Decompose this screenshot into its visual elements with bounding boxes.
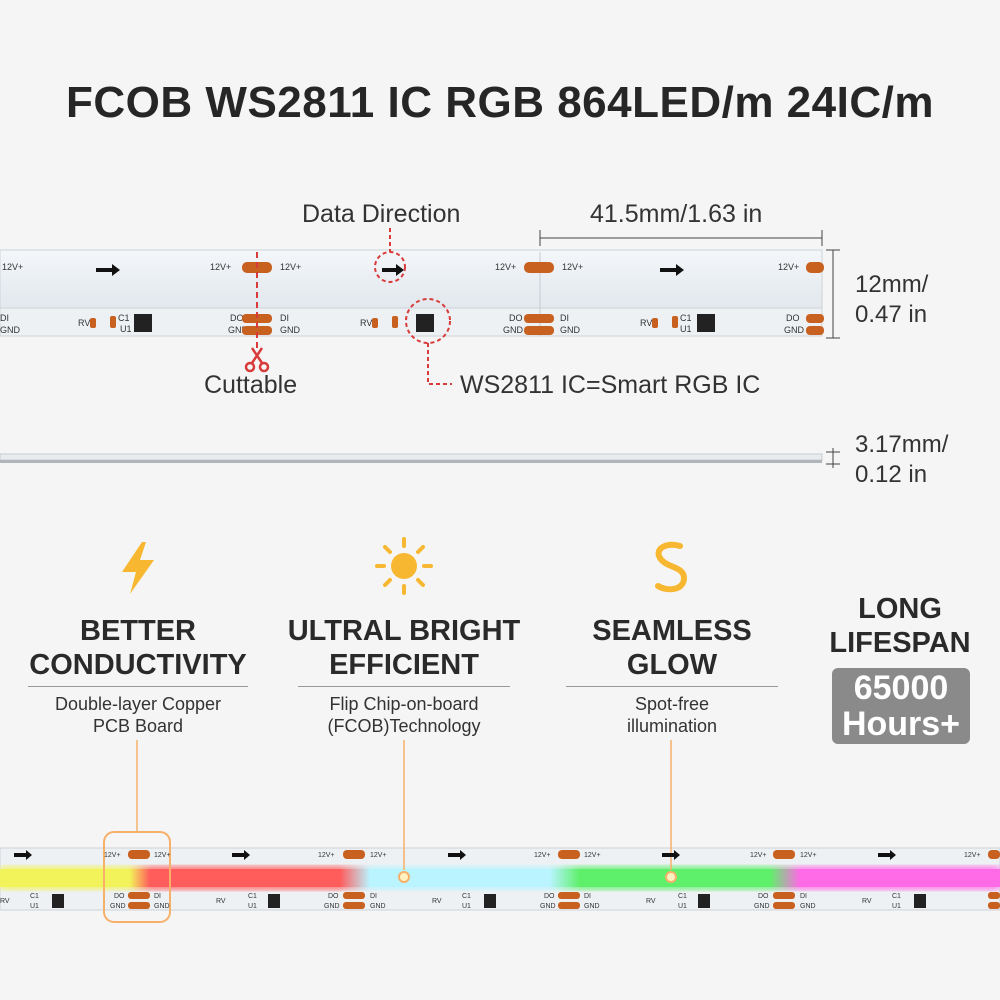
width-label: 12mm/ 0.47 in bbox=[855, 271, 929, 328]
strip-mark-c1: C1 bbox=[892, 893, 901, 900]
strip-mark-do: DO bbox=[786, 313, 800, 323]
thickness-label: 3.17mm/ 0.12 in bbox=[855, 431, 949, 488]
strip-mark-u1: U1 bbox=[892, 903, 901, 910]
strip-mark-rv: RV bbox=[216, 898, 226, 905]
data-direction-label: Data Direction bbox=[302, 200, 461, 228]
strip-mark-di: DI bbox=[154, 893, 161, 900]
wave-icon bbox=[655, 541, 688, 593]
strip-mark-do: DO bbox=[114, 893, 125, 900]
strip-mark-c1: C1 bbox=[118, 313, 130, 323]
strip-mark-v12: 12V+ bbox=[154, 852, 171, 859]
feature-brightness: ULTRAL BRIGHT EFFICIENT Flip Chip-on-boa… bbox=[287, 615, 521, 736]
strip-mark-u1: U1 bbox=[680, 324, 692, 334]
strip-side-profile bbox=[0, 453, 823, 461]
ic-marker bbox=[405, 298, 451, 344]
strip-mark-c1: C1 bbox=[462, 893, 471, 900]
strip-mark-gnd: GND bbox=[800, 903, 816, 910]
strip-mark-u1: U1 bbox=[678, 903, 687, 910]
strip-mark-di: DI bbox=[560, 313, 569, 323]
strip-mark-u1: U1 bbox=[120, 324, 132, 334]
strip-mark-u1: U1 bbox=[248, 903, 257, 910]
strip-mark-do: DO bbox=[758, 893, 769, 900]
strip-mark-u1: U1 bbox=[30, 903, 39, 910]
strip-mark-gnd: GND bbox=[540, 903, 556, 910]
strip-mark-v12: 12V+ bbox=[2, 262, 23, 272]
strip-mark-di: DI bbox=[584, 893, 591, 900]
arrow-icon bbox=[14, 850, 896, 860]
strip-mark-gnd: GND bbox=[560, 325, 581, 335]
feature-conductivity: BETTER CONDUCTIVITY Double-layer Copper … bbox=[28, 615, 248, 736]
strip-mark-c1: C1 bbox=[248, 893, 257, 900]
strip-mark-c1: C1 bbox=[30, 893, 39, 900]
glowing-strip: 12V+ 12V+ 12V+ 12V+ 12V+ 12V+ 12V+ 12V+ 12V+… bbox=[0, 740, 1000, 923]
feature-glow: SEAMLESS GLOW Spot-free illumination bbox=[556, 614, 788, 737]
sun-icon bbox=[375, 537, 433, 595]
strip-mark-gnd: GND bbox=[0, 325, 21, 335]
strip-mark-gnd: GND bbox=[784, 325, 805, 335]
strip-mark-gnd: GND bbox=[228, 325, 249, 335]
feature-lifespan: LONG LIFESPAN bbox=[829, 593, 971, 659]
strip-mark-rv: RV bbox=[432, 898, 442, 905]
strip-mark-v12: 12V+ bbox=[318, 852, 335, 859]
strip-mark-c1: C1 bbox=[680, 313, 692, 323]
strip-mark-v12: 12V+ bbox=[778, 262, 799, 272]
strip-mark-gnd: GND bbox=[154, 903, 170, 910]
strip-mark-v12: 12V+ bbox=[534, 852, 551, 859]
ic-chip bbox=[134, 314, 715, 332]
strip-mark-v12: 12V+ bbox=[562, 262, 583, 272]
lightning-icon bbox=[122, 542, 154, 594]
arrow-icon bbox=[96, 264, 684, 276]
strip-mark-di: DI bbox=[800, 893, 807, 900]
strip-mark-v12: 12V+ bbox=[800, 852, 817, 859]
strip-mark-v12: 12V+ bbox=[370, 852, 387, 859]
strip-mark-v12: 12V+ bbox=[495, 262, 516, 272]
strip-mark-gnd: GND bbox=[280, 325, 301, 335]
strip-mark-di: DI bbox=[370, 893, 377, 900]
strip-mark-rv: RV bbox=[646, 898, 656, 905]
strip-mark-c1: C1 bbox=[678, 893, 687, 900]
strip-mark-rv: RV bbox=[862, 898, 872, 905]
page-title: FCOB WS2811 IC RGB 864LED/m 24IC/m bbox=[66, 78, 934, 127]
strip-mark-gnd: GND bbox=[370, 903, 386, 910]
strip-mark-do: DO bbox=[230, 313, 244, 323]
strip-mark-rv: RV bbox=[360, 318, 372, 328]
strip-mark-v12: 12V+ bbox=[104, 852, 121, 859]
scissors-icon bbox=[244, 347, 270, 373]
strip-mark-v12: 12V+ bbox=[584, 852, 601, 859]
lifespan-badge: 65000 Hours+ bbox=[832, 668, 970, 744]
strip-mark-gnd: GND bbox=[324, 903, 340, 910]
cut-length-label: 41.5mm/1.63 in bbox=[590, 200, 763, 228]
strip-mark-di: DI bbox=[280, 313, 289, 323]
copper-pads bbox=[128, 850, 1000, 909]
ic-chip bbox=[52, 894, 926, 908]
strip-mark-v12: 12V+ bbox=[280, 262, 301, 272]
strip-mark-rv: RV bbox=[78, 318, 90, 328]
strip-labels: 12V+ 12V+ 12V+ 12V+ 12V+ 12V+ DO DI GND … bbox=[0, 262, 805, 335]
strip-mark-gnd: GND bbox=[584, 903, 600, 910]
strip-mark-do: DO bbox=[509, 313, 523, 323]
pad-highlight-box bbox=[103, 831, 171, 923]
strip-mark-gnd: GND bbox=[503, 325, 524, 335]
strip-mark-rv: RV bbox=[0, 898, 10, 905]
strip-mark-gnd: GND bbox=[754, 903, 770, 910]
strip-labels-bottom: 12V+ 12V+ 12V+ 12V+ 12V+ 12V+ 12V+ 12V+ 12V+… bbox=[0, 852, 981, 910]
strip-mark-u1: U1 bbox=[462, 903, 471, 910]
strip-mark-do: DO bbox=[544, 893, 555, 900]
strip-mark-v12: 12V+ bbox=[750, 852, 767, 859]
ic-note-label: WS2811 IC=Smart RGB IC bbox=[460, 371, 761, 399]
strip-mark-do: DO bbox=[328, 893, 339, 900]
strip-mark-v12: 12V+ bbox=[210, 262, 231, 272]
cuttable-label: Cuttable bbox=[204, 371, 298, 399]
copper-pads bbox=[90, 262, 824, 335]
strip-mark-v12: 12V+ bbox=[964, 852, 981, 859]
strip-mark-rv: RV bbox=[640, 318, 652, 328]
strip-mark-gnd: GND bbox=[110, 903, 126, 910]
strip-mark-di: DI bbox=[0, 313, 9, 323]
strip-diagram: 12V+ 12V+ 12V+ 12V+ 12V+ 12V+ DO DI GND … bbox=[0, 228, 840, 468]
